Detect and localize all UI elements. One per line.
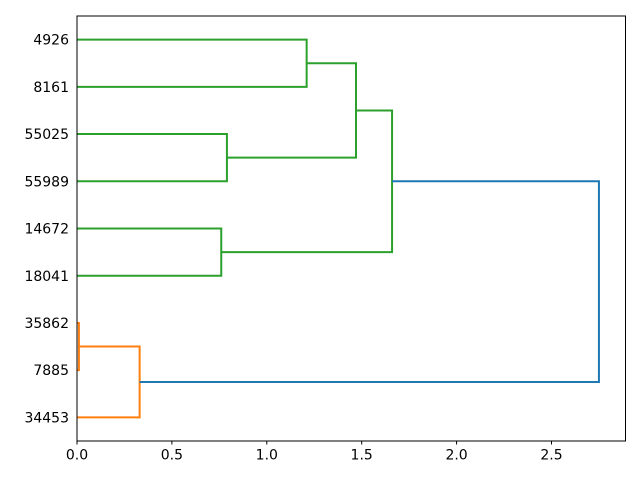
x-axis-tick-label: 2.0: [445, 448, 467, 464]
leaf-label: 55025: [24, 127, 69, 143]
x-axis-tick-label: 0.0: [66, 448, 88, 464]
dendrogram-link: [139, 180, 600, 383]
x-axis-tick-label: 1.0: [256, 448, 278, 464]
plot-border: [76, 15, 626, 442]
x-axis-tick-label: 2.5: [540, 448, 562, 464]
leaf-label: 34453: [24, 410, 69, 426]
x-axis-tick-label: 1.5: [351, 448, 373, 464]
leaf-label: 55989: [24, 174, 69, 190]
leaf-label: 7885: [33, 363, 69, 379]
leaf-label: 4926: [33, 33, 69, 49]
x-axis-tick-label: 0.5: [161, 448, 183, 464]
leaf-label: 18041: [24, 269, 69, 285]
leaf-label: 35862: [24, 316, 69, 332]
leaf-label: 8161: [33, 80, 69, 96]
leaf-label: 14672: [24, 222, 69, 238]
